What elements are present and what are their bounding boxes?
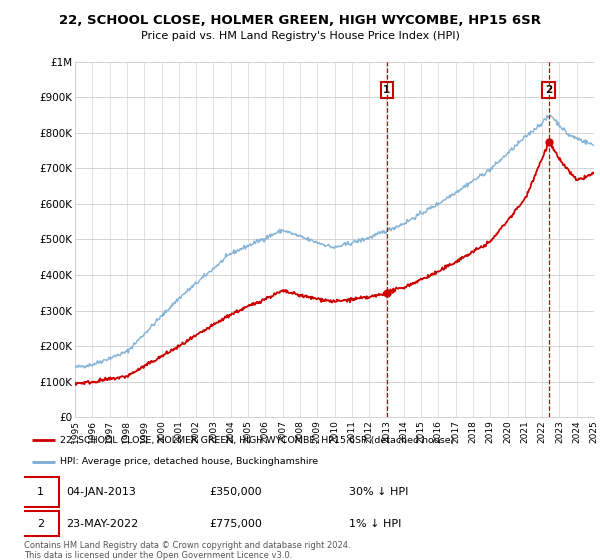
Text: 04-JAN-2013: 04-JAN-2013 xyxy=(66,487,136,497)
Text: 1: 1 xyxy=(37,487,44,497)
Text: Price paid vs. HM Land Registry's House Price Index (HPI): Price paid vs. HM Land Registry's House … xyxy=(140,31,460,41)
Text: 22, SCHOOL CLOSE, HOLMER GREEN, HIGH WYCOMBE, HP15 6SR (detached house): 22, SCHOOL CLOSE, HOLMER GREEN, HIGH WYC… xyxy=(61,436,455,445)
Text: 23-MAY-2022: 23-MAY-2022 xyxy=(66,519,139,529)
Text: 30% ↓ HPI: 30% ↓ HPI xyxy=(349,487,409,497)
Text: 22, SCHOOL CLOSE, HOLMER GREEN, HIGH WYCOMBE, HP15 6SR: 22, SCHOOL CLOSE, HOLMER GREEN, HIGH WYC… xyxy=(59,14,541,27)
FancyBboxPatch shape xyxy=(21,477,59,507)
Text: £775,000: £775,000 xyxy=(209,519,262,529)
Text: 2: 2 xyxy=(545,85,552,95)
Text: £350,000: £350,000 xyxy=(209,487,262,497)
Text: 1% ↓ HPI: 1% ↓ HPI xyxy=(349,519,402,529)
FancyBboxPatch shape xyxy=(21,511,59,536)
Text: 2: 2 xyxy=(37,519,44,529)
Text: Contains HM Land Registry data © Crown copyright and database right 2024.
This d: Contains HM Land Registry data © Crown c… xyxy=(24,541,350,560)
Text: HPI: Average price, detached house, Buckinghamshire: HPI: Average price, detached house, Buck… xyxy=(61,457,319,466)
Text: 1: 1 xyxy=(383,85,391,95)
